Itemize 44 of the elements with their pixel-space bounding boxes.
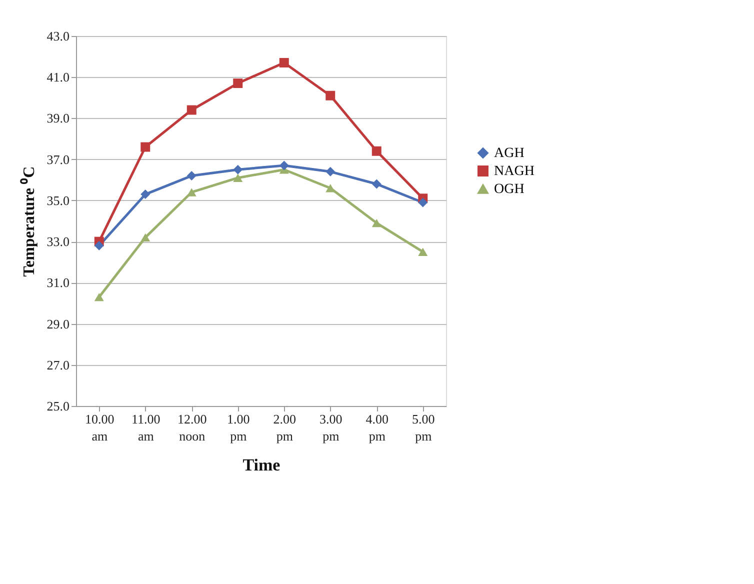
point [326,184,336,192]
y-axis-title: Temperature ⁰C [20,166,38,277]
x-tick-label: 5.00 pm [412,412,435,444]
y-tick-label: 35.0 [46,192,70,208]
point [94,292,104,302]
point [279,160,289,170]
point [233,164,243,174]
point [279,58,289,68]
y-tick-label: 25.0 [46,398,70,414]
x-tick-label: 2.00 pm [273,412,296,444]
point [326,90,336,100]
point [326,166,336,176]
point [140,233,150,242]
point [418,248,428,256]
point [233,174,243,182]
legend-label: OGH [494,182,524,197]
legend-label: NAGH [494,164,534,179]
y-tick-label: 41.0 [46,70,70,85]
y-tick-label: 27.0 [46,357,70,372]
point [372,146,382,156]
x-tick-label: 4.00 pm [366,412,388,444]
x-tick-label: 11.00 am [131,412,160,444]
x-tick-label: 3.00 pm [320,412,342,444]
y-tick-label: 29.0 [46,316,70,332]
legend-label: AGH [494,146,524,161]
point [233,78,243,88]
x-tick-label: 10.00 am [85,412,114,444]
y-tick-label: 43.0 [46,28,70,44]
point [372,218,382,228]
y-tick-label: 31.0 [46,275,70,290]
point [186,171,196,181]
point [94,240,104,250]
y-tick-label: 39.0 [46,110,70,126]
point [140,190,150,200]
point [186,188,196,196]
y-tick-label: 33.0 [46,234,70,250]
x-axis-title: Time [242,456,281,474]
x-tick-label: 1.00 pm [227,412,250,444]
point [140,142,150,152]
point [186,105,196,115]
point [372,179,382,189]
x-tick-label: 12.00 noon [178,412,207,444]
point [418,198,428,208]
y-tick-label: 37.0 [46,152,70,167]
